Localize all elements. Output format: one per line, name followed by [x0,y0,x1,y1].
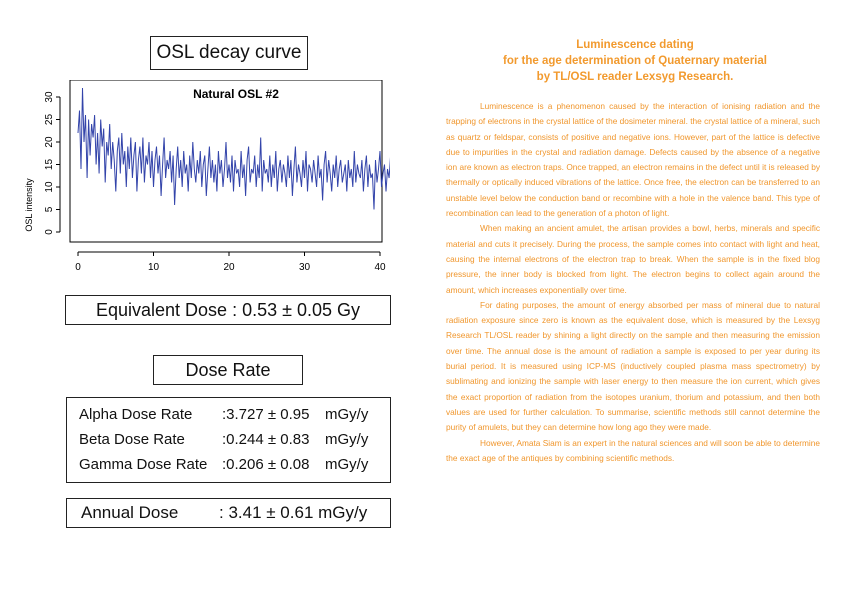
chart-title: Natural OSL #2 [193,87,279,101]
y-tick-label: 5 [44,206,55,212]
y-tick-label: 30 [44,91,55,103]
dose-rate-name: Alpha Dose Rate [79,406,193,423]
x-axis: 0 10 20 30 40 [75,251,386,273]
x-tick-label: 10 [148,262,160,273]
dose-rate-name: Gamma Dose Rate [79,456,208,473]
heading-line: Luminescence dating [576,39,694,51]
dose-rate-value: :3.727 ± 0.95 [222,406,310,423]
dose-rate-unit: mGy/y [325,431,369,448]
heading-line: for the age determination of Quaternary … [503,55,767,67]
x-tick-label: 0 [75,262,81,273]
osl-decay-curve-title: OSL decay curve [156,42,302,63]
y-tick-label: 10 [44,181,55,193]
y-axis-label: OSL intensity [24,178,34,232]
x-tick-label: 20 [223,262,235,273]
annual-dose-label: Annual Dose [81,503,179,522]
equivalent-dose-value: : 0.53 ± 0.05 Gy [232,300,361,320]
dose-rate-title-box: Dose Rate [153,355,303,385]
x-tick-label: 40 [374,262,386,273]
dose-rate-value: :0.244 ± 0.83 [222,431,310,448]
chart-title-box: OSL decay curve [150,36,308,70]
dose-rate-title: Dose Rate [185,360,271,380]
y-tick-label: 25 [44,114,55,126]
equivalent-dose-box: Equivalent Dose : 0.53 ± 0.05 Gy [65,295,391,325]
heading-line: by TL/OSL reader Lexsyg Research. [536,71,734,83]
annual-dose-value: : 3.41 ± 0.61 mGy/y [219,503,368,522]
osl-chart: Natural OSL #2 OSL intensity 0 5 10 15 20 25 3… [24,80,390,273]
y-axis: 0 5 10 15 20 25 30 [44,91,61,235]
article-paragraph: For dating purposes, the amount of energ… [446,299,820,433]
article-paragraph: Luminescence is a phenomenon caused by t… [446,101,820,219]
annual-dose-box: Annual Dose : 3.41 ± 0.61 mGy/y [66,498,391,528]
dose-rate-unit: mGy/y [325,456,369,473]
plot-frame [69,80,383,243]
y-tick-label: 15 [44,159,55,171]
dose-rate-unit: mGy/y [325,406,369,423]
dose-rate-name: Beta Dose Rate [79,431,185,448]
equivalent-dose-label: Equivalent Dose [95,300,228,320]
osl-series-line [77,87,390,210]
dose-rates-box: Alpha Dose Rate :3.727 ± 0.95 mGy/y Beta… [66,397,391,483]
dose-rate-value: :0.206 ± 0.08 [222,456,310,473]
article-paragraph: However, Amata Siam is an expert in the … [446,437,820,463]
article-body: Luminescence is a phenomenon caused by t… [446,99,820,466]
x-tick-label: 30 [299,262,311,273]
article-heading: Luminescence dating for the age determin… [440,37,830,85]
y-tick-label: 0 [44,229,55,235]
article-paragraph: When making an ancient amulet, the artis… [446,223,820,295]
y-tick-label: 20 [44,136,55,148]
